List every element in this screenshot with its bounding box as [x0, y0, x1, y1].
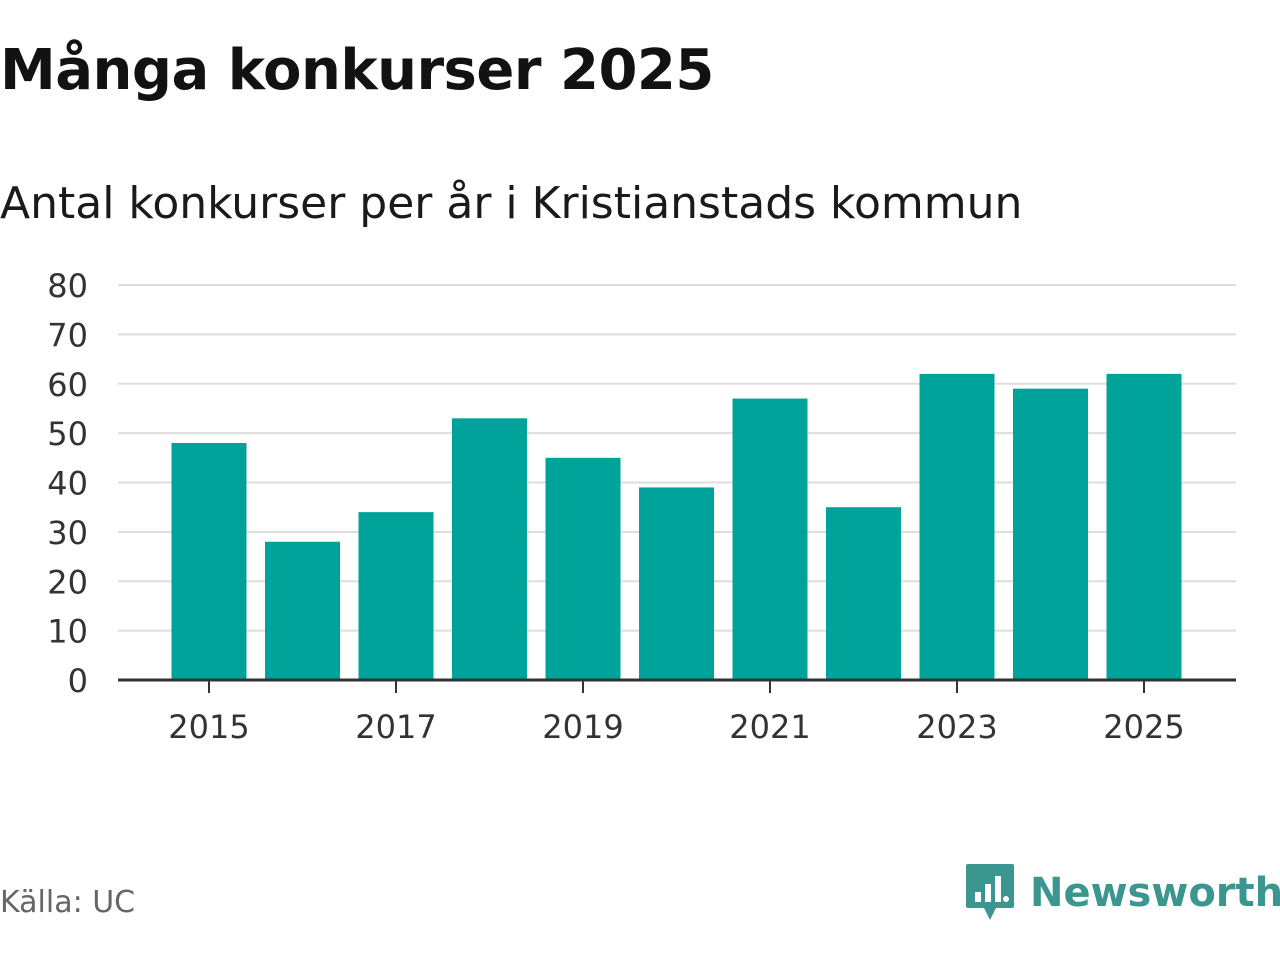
- x-tick-label: 2019: [542, 708, 623, 746]
- newsworthy-logo: Newsworthy: [964, 862, 1280, 924]
- bars: [171, 373, 1182, 680]
- bar-2021: [732, 398, 808, 680]
- bar-2022: [826, 507, 901, 680]
- y-tick-label: 50: [47, 415, 88, 453]
- chart-title: Många konkurser 2025: [0, 38, 714, 103]
- y-axis-ticks: 0 10 20 30 40 50 60 70 80: [47, 267, 88, 700]
- bar-2016: [265, 541, 340, 680]
- x-tick-label: 2021: [729, 708, 810, 746]
- y-tick-label: 0: [68, 662, 88, 700]
- newsworthy-logo-text: Newsworthy: [1030, 870, 1280, 916]
- bar-2020: [639, 487, 714, 680]
- y-tick-label: 20: [47, 563, 88, 601]
- y-tick-label: 30: [47, 514, 88, 552]
- y-tick-label: 10: [47, 613, 88, 651]
- x-tick-label: 2015: [168, 708, 249, 746]
- x-axis-ticks: 2015 2017 2019 2021 2023 2025: [168, 680, 1185, 746]
- bar-2024: [1013, 388, 1088, 680]
- y-tick-label: 70: [47, 316, 88, 354]
- source-note: Källa: UC: [0, 885, 136, 920]
- y-tick-label: 60: [47, 366, 88, 404]
- bar-2019: [545, 457, 621, 680]
- x-tick-label: 2017: [355, 708, 436, 746]
- bar-2018: [452, 418, 527, 680]
- bar-2025: [1106, 373, 1182, 680]
- y-tick-label: 40: [47, 465, 88, 503]
- y-tick-label: 80: [47, 267, 88, 305]
- newsworthy-logo-icon: [966, 864, 1014, 920]
- chart-subtitle: Antal konkurser per år i Kristianstads k…: [0, 178, 1023, 229]
- bar-2023: [919, 373, 995, 680]
- bar-2015: [171, 443, 247, 680]
- x-tick-label: 2023: [916, 708, 997, 746]
- bar-2017: [358, 512, 434, 680]
- x-tick-label: 2025: [1103, 708, 1184, 746]
